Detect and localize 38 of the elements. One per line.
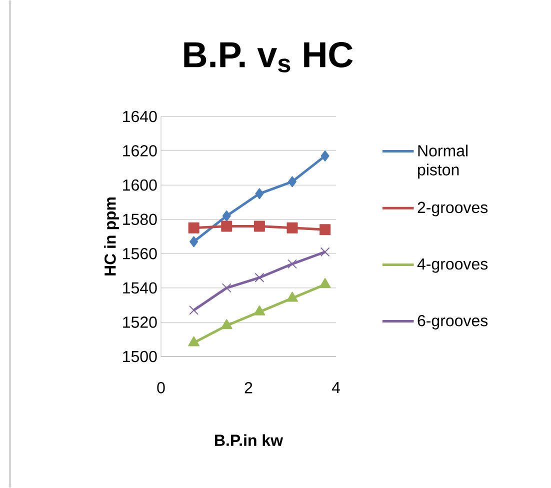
legend-label: 6-grooves [418,314,488,330]
point [188,336,200,346]
point [320,224,331,236]
y-tick-label: 1500 [123,350,157,362]
x-tick-label: 0 [157,382,165,394]
point [254,272,264,282]
point [288,259,297,269]
legend-label: Normal piston [418,144,468,179]
y-tick-label: 1640 [123,110,157,122]
y-tick-label: 1620 [123,145,157,156]
point [320,150,330,162]
legend-label: 2-grooves [418,202,488,216]
point [254,220,265,232]
legend-label: 4-grooves [417,258,488,273]
point [222,210,231,222]
point [188,222,200,234]
point [319,278,331,288]
chart-title: B.P. v$_{s}$ HC [184,42,353,72]
x-tick-label: 2 [244,382,252,394]
point [320,247,330,257]
point [221,220,232,232]
point [286,222,298,234]
y-axis-title: HC in ppm [104,198,120,276]
point [288,176,297,188]
point [255,188,264,200]
y-tick-label: 1540 [123,282,157,294]
y-tick-label: 1560 [123,248,157,260]
y-tick-label: 1520 [123,316,157,328]
point [286,292,298,302]
y-tick-label: 1580 [123,214,157,226]
x-axis-title: B.P.in kw [215,434,284,446]
point [189,305,199,315]
point [222,283,232,293]
y-tick-label: 1600 [123,179,157,191]
point [220,319,232,330]
point [254,305,266,316]
x-tick-label: 4 [332,382,340,394]
point [190,236,198,248]
